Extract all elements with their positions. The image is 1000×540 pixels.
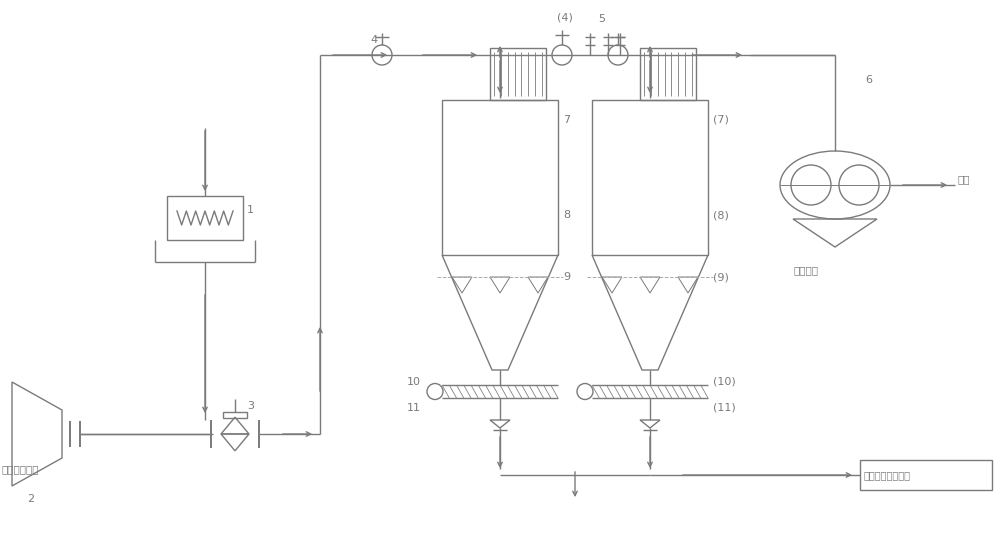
Text: (7): (7) (713, 115, 729, 125)
Text: 进风口过滤器: 进风口过滤器 (2, 464, 40, 474)
Bar (442, 100, 558, 255)
Bar (860, 460, 992, 490)
Text: 1: 1 (247, 205, 254, 215)
Text: (8): (8) (713, 210, 729, 220)
Bar (167, 196, 243, 240)
Text: 6: 6 (865, 75, 872, 85)
Text: 11: 11 (407, 403, 421, 413)
Text: (11): (11) (713, 403, 736, 413)
Bar (640, 48, 696, 100)
Text: (4): (4) (557, 12, 573, 22)
Text: 罗茨风机: 罗茨风机 (793, 265, 818, 275)
Text: 9: 9 (563, 272, 570, 282)
Text: 8: 8 (563, 210, 570, 220)
Text: (9): (9) (713, 272, 729, 282)
Text: 10: 10 (407, 377, 421, 387)
Text: 3: 3 (247, 401, 254, 411)
Text: 5: 5 (598, 14, 605, 24)
Text: 排空: 排空 (957, 174, 970, 184)
Bar (223, 412, 247, 418)
Text: 炭黑深加工生产线: 炭黑深加工生产线 (864, 470, 911, 480)
Text: 7: 7 (563, 115, 570, 125)
Bar (592, 100, 708, 255)
Text: 4: 4 (370, 35, 377, 45)
Text: 2: 2 (27, 494, 34, 504)
Text: (10): (10) (713, 377, 736, 387)
Bar (490, 48, 546, 100)
